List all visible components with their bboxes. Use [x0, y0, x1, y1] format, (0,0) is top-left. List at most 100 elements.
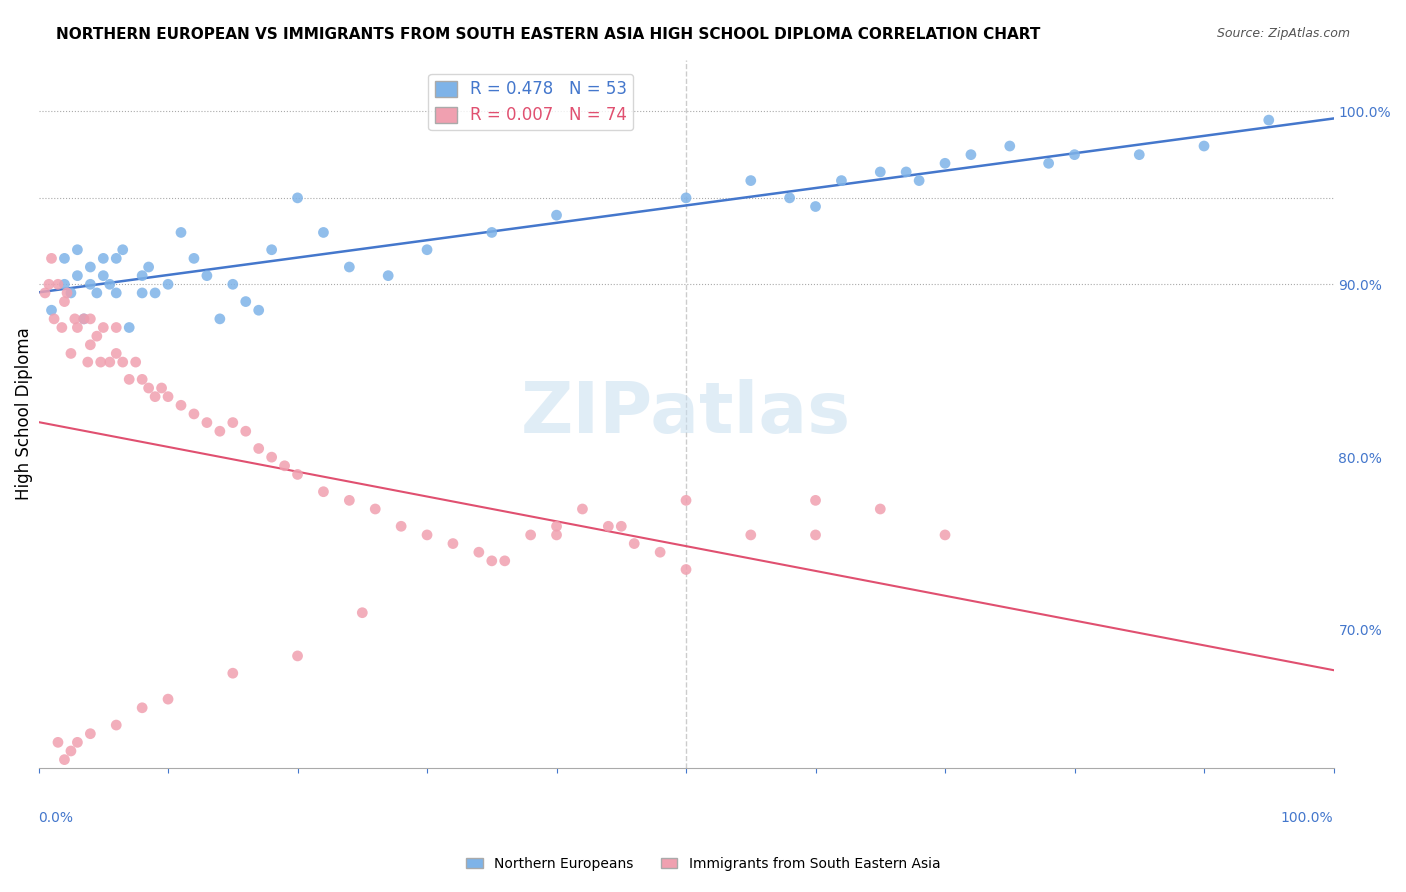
Point	[222, 277, 245, 292]
Point	[79, 727, 101, 741]
Point	[934, 528, 956, 542]
Point	[287, 191, 309, 205]
Point	[91, 268, 114, 283]
Point	[53, 294, 76, 309]
Point	[59, 346, 82, 360]
Point	[416, 528, 439, 542]
Point	[157, 277, 180, 292]
Point	[111, 355, 134, 369]
Point	[118, 320, 141, 334]
Point	[416, 243, 439, 257]
Point	[105, 346, 128, 360]
Point	[468, 545, 491, 559]
Point	[51, 320, 73, 334]
Text: Source: ZipAtlas.com: Source: ZipAtlas.com	[1216, 27, 1350, 40]
Text: ZIPatlas: ZIPatlas	[522, 379, 851, 449]
Point	[53, 252, 76, 266]
Point	[740, 528, 762, 542]
Point	[53, 277, 76, 292]
Point	[56, 285, 79, 300]
Point	[170, 226, 193, 240]
Point	[519, 528, 541, 542]
Point	[66, 735, 89, 749]
Point	[610, 519, 633, 533]
Point	[260, 450, 283, 464]
Point	[138, 381, 160, 395]
Point	[377, 268, 399, 283]
Point	[86, 285, 108, 300]
Point	[222, 416, 245, 430]
Point	[896, 165, 918, 179]
Point	[1128, 147, 1150, 161]
Point	[138, 260, 160, 274]
Point	[312, 484, 335, 499]
Point	[66, 320, 89, 334]
Point	[389, 519, 412, 533]
Point	[118, 372, 141, 386]
Point	[740, 173, 762, 187]
Point	[195, 268, 218, 283]
Point	[105, 285, 128, 300]
Point	[208, 424, 231, 438]
Point	[41, 303, 63, 318]
Y-axis label: High School Diploma: High School Diploma	[15, 327, 32, 500]
Point	[98, 355, 121, 369]
Point	[63, 311, 86, 326]
Point	[287, 467, 309, 482]
Point	[183, 407, 205, 421]
Point	[46, 735, 69, 749]
Point	[195, 416, 218, 430]
Point	[546, 208, 568, 222]
Point	[441, 536, 464, 550]
Point	[650, 545, 672, 559]
Point	[183, 252, 205, 266]
Point	[546, 528, 568, 542]
Point	[287, 648, 309, 663]
Point	[105, 252, 128, 266]
Text: NORTHERN EUROPEAN VS IMMIGRANTS FROM SOUTH EASTERN ASIA HIGH SCHOOL DIPLOMA CORR: NORTHERN EUROPEAN VS IMMIGRANTS FROM SOU…	[56, 27, 1040, 42]
Text: 0.0%: 0.0%	[38, 811, 73, 825]
Point	[869, 165, 891, 179]
Point	[1038, 156, 1060, 170]
Point	[73, 311, 96, 326]
Point	[1257, 113, 1279, 128]
Point	[247, 442, 270, 456]
Point	[481, 226, 503, 240]
Point	[79, 277, 101, 292]
Point	[546, 519, 568, 533]
Point	[779, 191, 801, 205]
Point	[131, 700, 153, 714]
Point	[675, 191, 697, 205]
Point	[598, 519, 620, 533]
Point	[260, 243, 283, 257]
Point	[157, 390, 180, 404]
Point	[869, 502, 891, 516]
Point	[364, 502, 387, 516]
Point	[337, 493, 360, 508]
Legend: Northern Europeans, Immigrants from South Eastern Asia: Northern Europeans, Immigrants from Sout…	[460, 851, 946, 876]
Point	[623, 536, 645, 550]
Point	[79, 260, 101, 274]
Point	[312, 226, 335, 240]
Point	[143, 285, 166, 300]
Point	[273, 458, 295, 473]
Point	[934, 156, 956, 170]
Point	[79, 338, 101, 352]
Point	[571, 502, 593, 516]
Point	[222, 666, 245, 681]
Point	[59, 744, 82, 758]
Point	[46, 277, 69, 292]
Point	[76, 355, 98, 369]
Point	[150, 381, 173, 395]
Point	[1063, 147, 1085, 161]
Text: 100.0%: 100.0%	[1281, 811, 1333, 825]
Point	[247, 303, 270, 318]
Point	[170, 398, 193, 412]
Point	[675, 562, 697, 576]
Point	[86, 329, 108, 343]
Point	[352, 606, 374, 620]
Point	[66, 268, 89, 283]
Point	[804, 200, 827, 214]
Point	[73, 311, 96, 326]
Point	[481, 554, 503, 568]
